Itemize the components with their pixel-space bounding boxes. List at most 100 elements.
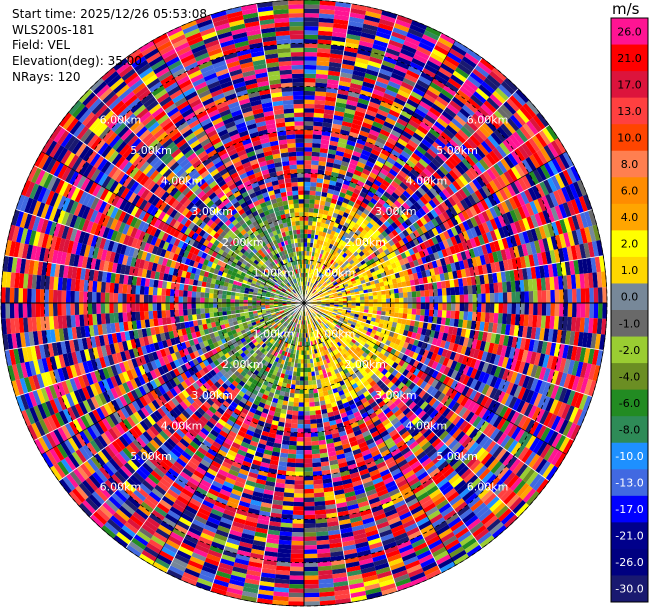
ppi-gate-cell: [304, 372, 308, 376]
ppi-gate-cell: [304, 65, 316, 70]
ppi-gate-cell: [304, 420, 310, 424]
ppi-gate-cell: [304, 554, 317, 559]
ppi-gate-cell: [299, 385, 304, 389]
ppi-gate-cell: [369, 296, 374, 300]
ppi-gate-cell: [304, 13, 319, 18]
ppi-gate-cell: [283, 501, 294, 506]
ppi-gate-cell: [304, 498, 314, 503]
ppi-gate-cell: [369, 299, 373, 303]
ppi-gate-cell: [304, 26, 319, 31]
ppi-gate-cell: [317, 423, 324, 428]
ppi-gate-cell: [292, 519, 304, 524]
ppi-gate-cell: [314, 104, 325, 109]
ppi-gate-cell: [294, 393, 299, 398]
ppi-gate-cell: [307, 234, 311, 239]
ppi-gate-cell: [425, 303, 430, 310]
ppi-gate-cell: [594, 303, 599, 318]
ppi-gate-cell: [304, 134, 313, 139]
ppi-gate-cell: [295, 472, 304, 477]
ppi-gate-cell: [520, 303, 525, 315]
ppi-gate-cell: [503, 303, 508, 314]
ppi-gate-cell: [507, 292, 512, 303]
ppi-gate-cell: [304, 545, 317, 550]
ppi-gate-cell: [477, 303, 482, 312]
ppi-gate-cell: [412, 297, 416, 303]
ppi-gate-cell: [481, 284, 486, 294]
ppi-gate-cell: [386, 298, 390, 303]
ppi-gate-cell: [438, 296, 443, 303]
ppi-gate-cell: [373, 295, 378, 299]
ppi-gate-cell: [304, 87, 315, 92]
ppi-gate-cell: [351, 298, 356, 301]
ppi-gate-cell: [310, 415, 316, 420]
ppi-gate-cell: [310, 186, 316, 191]
ppi-gate-cell: [420, 309, 425, 316]
ppi-gate-cell: [304, 394, 309, 398]
ppi-gate-cell: [447, 295, 452, 303]
ppi-gate-cell: [568, 289, 573, 303]
ppi-gate-cell: [304, 156, 312, 161]
ppi-gate-cell: [297, 424, 304, 429]
ppi-gate-cell: [589, 288, 594, 303]
ppi-gate-cell: [304, 61, 317, 66]
ppi-gate-cell: [589, 303, 594, 318]
ppi-gate-cell: [304, 91, 315, 96]
ppi-gate-cell: [304, 190, 310, 194]
ppi-gate-cell: [314, 108, 324, 113]
ppi-gate-cell: [310, 419, 317, 424]
ppi-gate-cell: [459, 286, 464, 295]
ppi-gate-cell: [382, 299, 386, 303]
ppi-gate-cell: [464, 294, 469, 303]
ppi-gate-cell: [294, 485, 304, 490]
ppi-gate-cell: [304, 30, 318, 35]
ppi-gate-cell: [304, 415, 310, 419]
ppi-gate-cell: [486, 293, 491, 303]
ppi-gate-cell: [312, 143, 321, 148]
ppi-gate-cell: [485, 284, 490, 294]
ppi-gate-cell: [304, 229, 308, 233]
ppi-gate-cell: [308, 385, 313, 390]
ppi-gate-cell: [315, 510, 326, 515]
ppi-gate-cell: [304, 502, 315, 507]
ppi-gate-cell: [286, 467, 295, 472]
ppi-gate-cell: [291, 419, 298, 424]
ppi-gate-cell: [425, 290, 430, 297]
ppi-gate-cell: [309, 393, 314, 398]
ppi-gate-cell: [314, 488, 324, 493]
ppi-gate-cell: [304, 571, 318, 576]
ppi-gate-cell: [304, 536, 316, 541]
ppi-gate-cell: [555, 290, 560, 303]
ppi-gate-cell: [304, 182, 310, 186]
ppi-gate-cell: [502, 282, 507, 293]
ppi-gate-cell: [304, 450, 312, 455]
ppi-gate-cell: [446, 310, 451, 318]
ppi-gate-cell: [304, 0, 320, 5]
ppi-gate-cell: [468, 294, 473, 303]
ppi-gate-cell: [294, 493, 304, 498]
ppi-gate-cell: [390, 294, 395, 299]
ppi-gate-cell: [287, 462, 296, 467]
ppi-gate-cell: [533, 303, 538, 315]
ppi-gate-cell: [421, 303, 425, 309]
ppi-gate-cell: [576, 289, 581, 304]
ppi-gate-cell: [550, 290, 555, 303]
ppi-gate-cell: [382, 303, 386, 307]
ppi-gate-cell: [316, 418, 323, 423]
ppi-gate-cell: [304, 364, 307, 368]
ppi-gate-cell: [304, 441, 311, 446]
ppi-gate-cell: [304, 480, 314, 485]
ppi-gate-cell: [288, 449, 296, 454]
ppi-gate-cell: [297, 441, 304, 446]
ppi-gate-cell: [292, 528, 304, 533]
ppi-gate-cell: [311, 441, 319, 446]
ppi-gate-cell: [360, 297, 365, 300]
ppi-gate-cell: [481, 303, 486, 313]
ppi-gate-cell: [503, 292, 508, 303]
ppi-gate-cell: [403, 308, 408, 314]
ppi-gate-cell: [369, 303, 373, 307]
ppi-gate-cell: [309, 398, 314, 403]
ppi-gate-cell: [472, 285, 477, 294]
ppi-gate-cell: [585, 303, 590, 318]
ppi-gate-cell: [300, 381, 304, 385]
